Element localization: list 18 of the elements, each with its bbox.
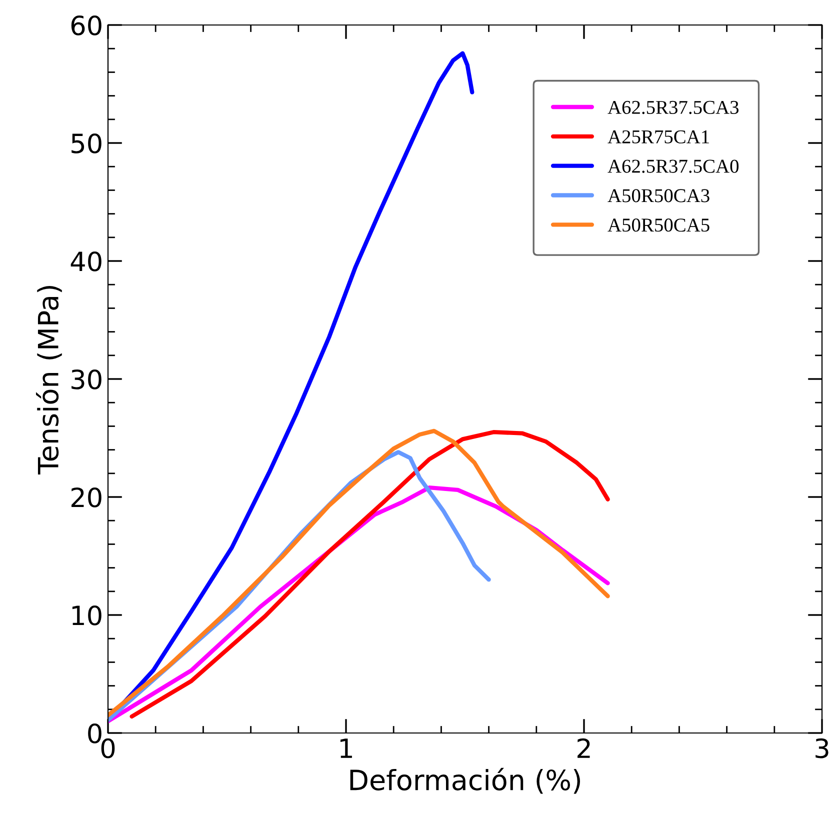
legend-label: A62.5R37.5CA3 [608,100,739,114]
y-tick-label: 50 [72,133,102,154]
x-tick-label: 2 [578,738,590,758]
legend-label: A50R50CA3 [608,189,710,202]
y-axis-title: Tensión (MPa) [36,286,62,474]
y-tick-label: 40 [70,251,102,272]
x-tick-label: 0 [101,738,115,758]
x-tick-label: 3 [816,738,828,758]
legend-label: A62.5R37.5CA0 [608,160,739,173]
y-tick-label: 10 [72,605,102,626]
y-tick-label: 30 [72,369,102,390]
x-tick-label: 1 [340,738,352,758]
legend-label: A50R50CA5 [608,218,710,232]
y-tick-label: 0 [88,723,102,744]
y-tick-label: 60 [71,15,102,36]
x-axis-title: Deformación (%) [350,768,580,794]
y-tick-label: 20 [71,487,102,508]
legend-label: A25R75CA1 [608,130,709,144]
